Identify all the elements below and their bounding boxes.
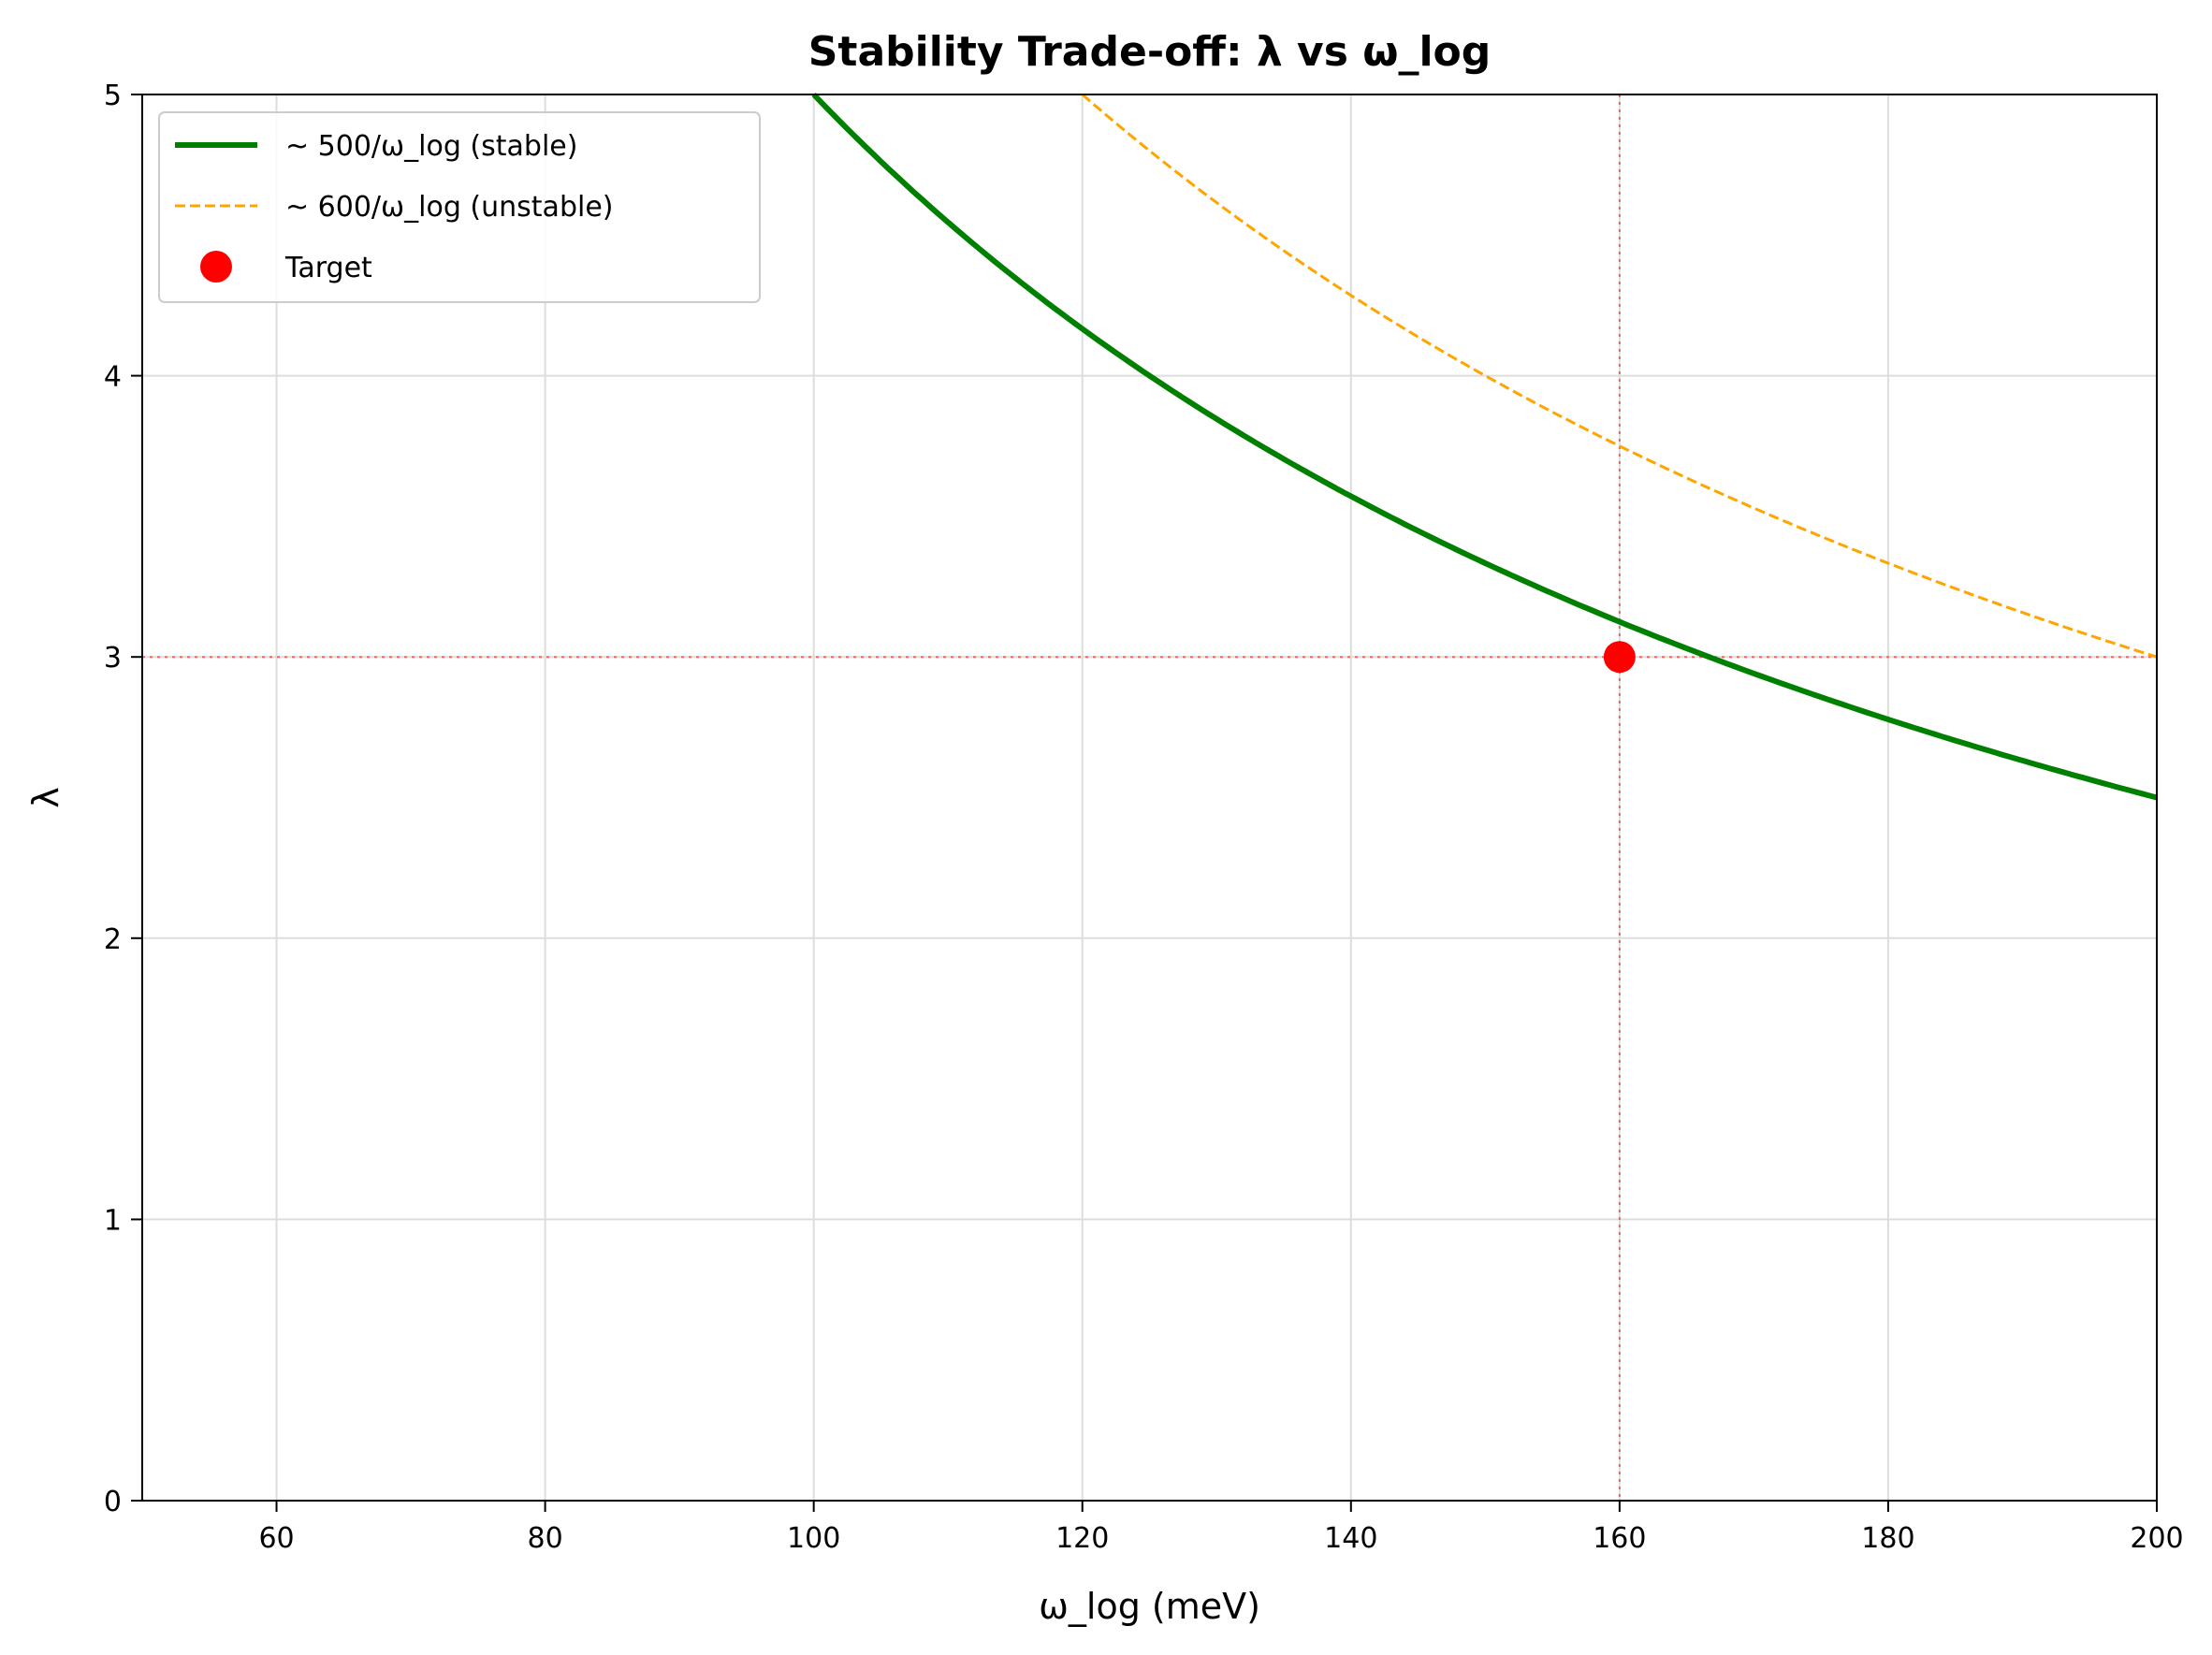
legend-marker-swatch	[200, 251, 232, 283]
x-tick-label: 200	[2130, 1522, 2183, 1555]
x-tick-label: 80	[528, 1522, 563, 1555]
plot-frame	[141, 94, 2158, 1502]
legend: ~ 500/ω_log (stable) ~ 600/ω_log (unstabl…	[158, 111, 761, 303]
legend-entry-label: Target	[284, 252, 372, 284]
y-tick-label: 2	[104, 923, 122, 956]
y-tick-label: 1	[104, 1204, 122, 1237]
legend-entry-label: ~ 600/ω_log (unstable)	[285, 191, 613, 224]
y-axis-label: λ	[25, 787, 66, 808]
x-tick-label: 140	[1324, 1522, 1377, 1555]
unstable-series-line	[1081, 93, 2158, 659]
axis-ticks: 60 80 100 120 140 160 180 200 0 1 2 3 4 5	[104, 80, 2184, 1555]
legend-entry-label: ~ 500/ω_log (stable)	[285, 130, 577, 163]
x-tick-label: 120	[1055, 1522, 1109, 1555]
x-tick-label: 60	[258, 1522, 294, 1555]
y-tick-label: 4	[104, 361, 122, 394]
stable-series-line	[811, 92, 2158, 801]
x-axis-label: ω_log (meV)	[1039, 1586, 1260, 1627]
reference-lines	[142, 94, 2157, 1501]
x-tick-label: 100	[787, 1522, 840, 1555]
x-tick-label: 180	[1861, 1522, 1914, 1555]
y-tick-label: 5	[104, 80, 122, 112]
legend-box	[158, 111, 761, 303]
chart-title: Stability Trade-off: λ vs ω_log	[808, 28, 1492, 76]
target-point	[1603, 641, 1636, 674]
y-tick-label: 3	[104, 642, 122, 675]
y-tick-label: 0	[104, 1486, 122, 1518]
series-layer	[811, 92, 2158, 801]
x-tick-label: 160	[1593, 1522, 1646, 1555]
